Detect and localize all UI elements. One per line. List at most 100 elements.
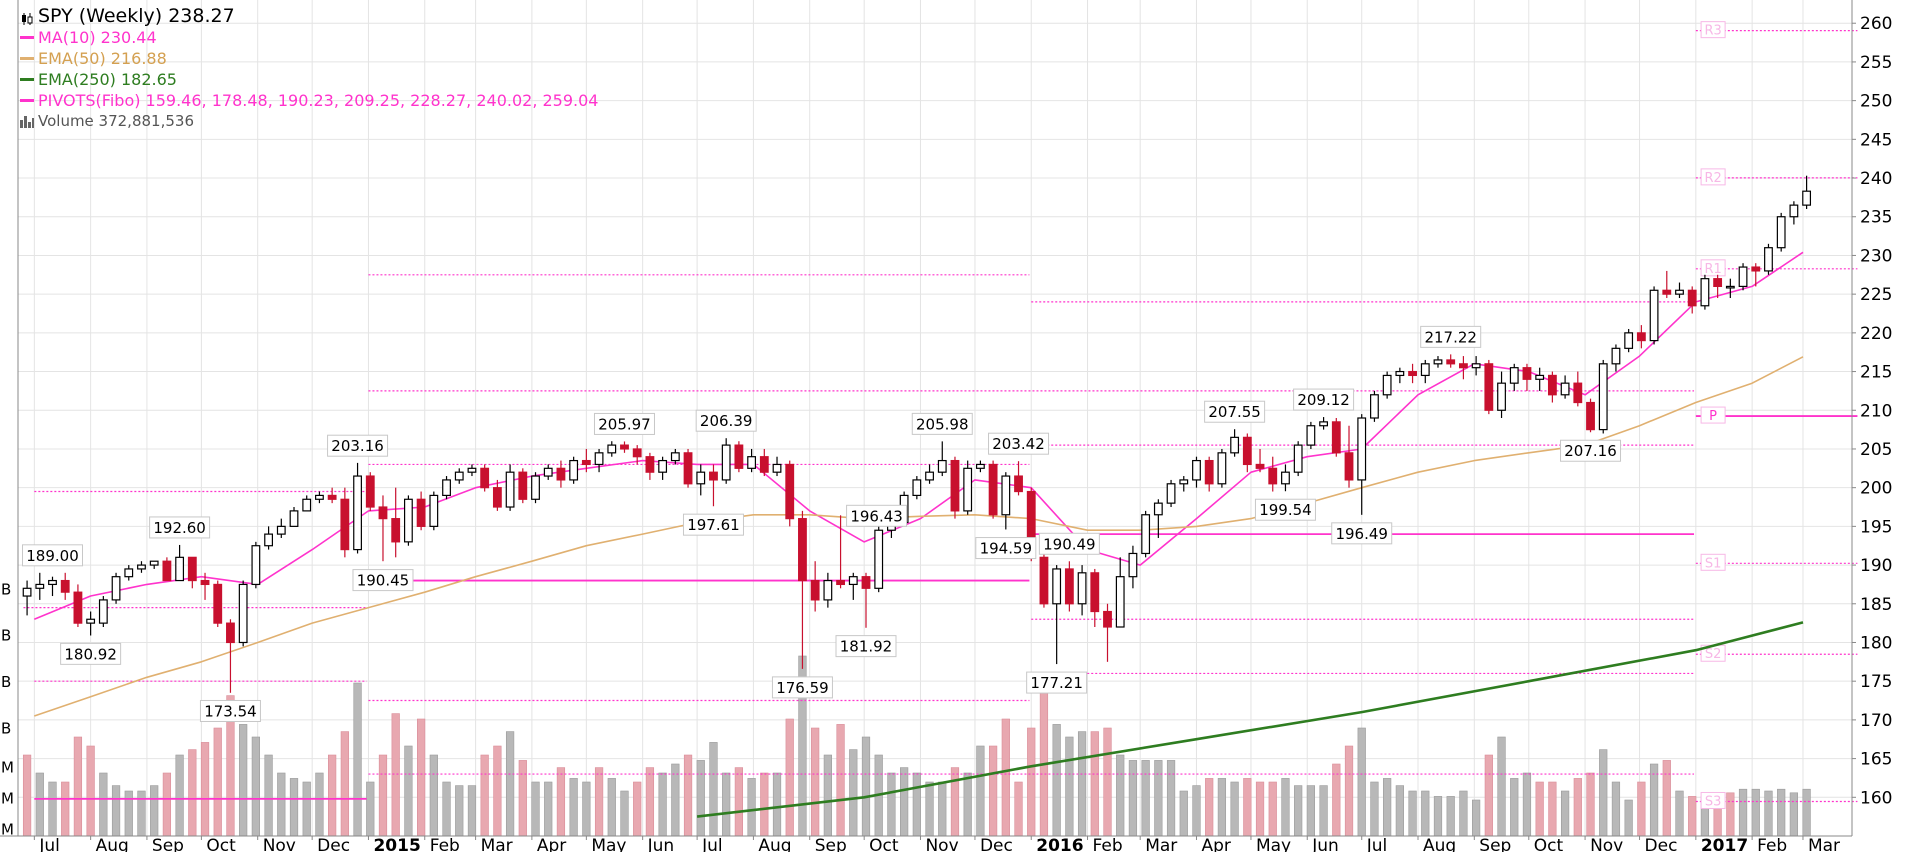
volume-bar bbox=[111, 785, 121, 837]
candle-body bbox=[111, 576, 121, 601]
pivot-label-box bbox=[1700, 406, 1726, 424]
volume-bar bbox=[607, 778, 616, 837]
volume-bar bbox=[150, 785, 159, 837]
candle-body bbox=[1725, 285, 1735, 289]
candle-body bbox=[798, 518, 807, 582]
volume-bar bbox=[1332, 763, 1341, 837]
candle-body bbox=[454, 471, 464, 481]
volume-bar bbox=[1510, 778, 1519, 837]
volume-bar bbox=[200, 742, 210, 837]
price-label-box bbox=[352, 569, 414, 592]
price-label: 217.22 bbox=[1424, 328, 1477, 346]
x-tick-label: Dec bbox=[1645, 836, 1678, 852]
volume-bar bbox=[1395, 785, 1404, 837]
legend-ema250-text: EMA(250) 182.65 bbox=[38, 70, 177, 89]
candle-body bbox=[1357, 417, 1367, 481]
candle-body bbox=[1192, 459, 1201, 481]
candle-body bbox=[1573, 382, 1583, 404]
x-tick-label: Apr bbox=[1201, 836, 1230, 852]
candle-body bbox=[1547, 374, 1557, 396]
volume-bar bbox=[1662, 760, 1671, 837]
y-tick-label: 230 bbox=[1860, 246, 1892, 266]
volume-bar bbox=[1560, 790, 1570, 837]
volume-bar bbox=[1599, 749, 1608, 837]
y-tick-label: 225 bbox=[1860, 285, 1892, 305]
price-label-box bbox=[695, 409, 757, 432]
volume-bar bbox=[442, 781, 451, 837]
x-tick-label: Aug bbox=[758, 836, 791, 852]
candle-body bbox=[1624, 332, 1634, 349]
volume-bar bbox=[518, 760, 527, 837]
price-label: 190.49 bbox=[1043, 535, 1096, 553]
candle-body bbox=[1370, 394, 1379, 419]
volume-bar bbox=[1522, 772, 1532, 837]
candle-body bbox=[137, 564, 146, 570]
volume-bar bbox=[1408, 790, 1417, 837]
volume-bar bbox=[1764, 790, 1773, 837]
volume-bar bbox=[213, 727, 222, 837]
legend-ema50-text: EMA(50) 216.88 bbox=[38, 49, 167, 68]
volume-axis-label: B bbox=[1, 580, 11, 598]
candle-body bbox=[556, 467, 566, 481]
volume-bar bbox=[645, 767, 655, 837]
volume-bar bbox=[594, 767, 604, 837]
candle-body bbox=[1179, 479, 1189, 485]
candle-body bbox=[1802, 190, 1812, 206]
volume-bar bbox=[1421, 790, 1430, 837]
volume-bar bbox=[505, 731, 515, 837]
candle-body bbox=[632, 448, 642, 458]
volume-bar bbox=[1777, 788, 1786, 837]
candle-body bbox=[1586, 401, 1595, 431]
candle-body bbox=[620, 444, 629, 450]
ema250-swatch bbox=[20, 78, 34, 81]
legend-pivots: PIVOTS(Fibo) 159.46, 178.48, 190.23, 209… bbox=[20, 90, 598, 111]
volume-bar bbox=[35, 772, 44, 837]
volume-bar bbox=[900, 767, 909, 837]
volume-bar bbox=[1624, 799, 1633, 837]
legend-ma10-text: MA(10) 230.44 bbox=[38, 28, 157, 47]
y-tick-label: 235 bbox=[1860, 208, 1892, 228]
x-tick-label: Sep bbox=[815, 836, 847, 852]
volume-bar bbox=[950, 767, 960, 837]
candle-body bbox=[416, 498, 426, 527]
y-tick-label: 250 bbox=[1860, 92, 1892, 112]
volume-bar bbox=[417, 718, 426, 837]
volume-bar bbox=[277, 772, 286, 837]
volume-bar bbox=[239, 724, 248, 837]
volume-bar bbox=[722, 772, 731, 837]
chart-title: SPY (Weekly) 238.27 bbox=[38, 5, 235, 27]
price-label: 207.55 bbox=[1208, 403, 1261, 421]
candle-body bbox=[1522, 367, 1532, 380]
x-tick-label: 2015 bbox=[373, 836, 420, 852]
candle-body bbox=[1764, 247, 1773, 272]
price-label: 205.97 bbox=[598, 415, 651, 433]
pivot-label: R2 bbox=[1704, 171, 1721, 186]
volume-bar bbox=[811, 727, 820, 837]
volume-bar bbox=[162, 772, 172, 837]
candle-body bbox=[86, 618, 96, 624]
volume-bar bbox=[658, 772, 667, 837]
candle-body bbox=[1471, 363, 1481, 369]
candle-body bbox=[98, 599, 108, 624]
volume-bar bbox=[925, 781, 934, 837]
volume-bar bbox=[887, 772, 896, 837]
volume-bar bbox=[1675, 790, 1684, 837]
volume-bar bbox=[1166, 760, 1176, 837]
candle-body bbox=[276, 525, 286, 535]
candle-body bbox=[1344, 452, 1354, 481]
price-label-box bbox=[1038, 532, 1100, 555]
x-tick-label: Oct bbox=[206, 836, 236, 852]
x-tick-label: Jun bbox=[647, 836, 675, 852]
volume-bar bbox=[1128, 760, 1138, 837]
candle-body bbox=[543, 467, 553, 477]
y-tick-label: 170 bbox=[1860, 711, 1892, 731]
candle-body bbox=[1611, 347, 1621, 365]
series-line-ema50 bbox=[34, 356, 1804, 717]
pivot-label: R1 bbox=[1704, 262, 1721, 277]
pivot-label-box bbox=[1700, 553, 1726, 571]
volume-bar bbox=[912, 772, 921, 837]
candle-body bbox=[581, 459, 591, 466]
volume-bar bbox=[1433, 796, 1443, 837]
candle-body bbox=[1420, 363, 1430, 377]
candle-body bbox=[213, 583, 223, 624]
